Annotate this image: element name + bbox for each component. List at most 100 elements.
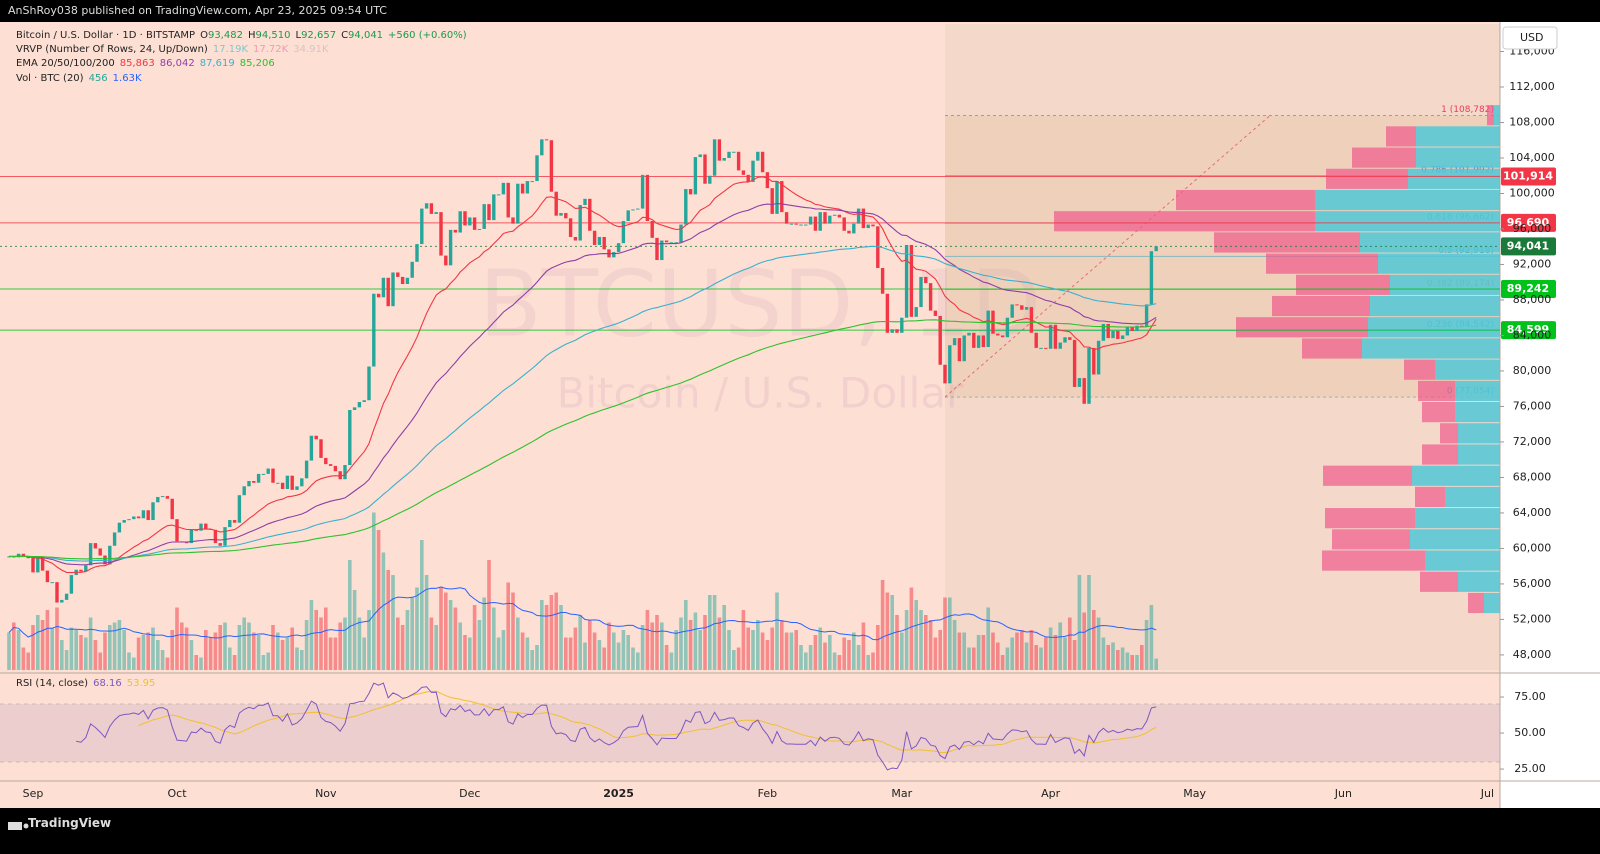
volume-bar — [938, 630, 942, 670]
profile-down — [1422, 444, 1458, 465]
candle-body — [717, 139, 722, 161]
candle-body — [952, 338, 957, 346]
profile-up — [1368, 317, 1500, 338]
candle-body — [799, 224, 803, 226]
volume-bar — [280, 640, 285, 670]
candle-body — [1044, 347, 1048, 349]
volume-bar — [458, 622, 462, 670]
volume-bar — [127, 652, 131, 670]
candle-body — [1101, 323, 1106, 341]
candle-body — [1053, 324, 1058, 349]
volume-bar — [688, 620, 693, 670]
volume-bar — [712, 595, 717, 670]
volume-bar — [890, 595, 894, 670]
volume-bar — [511, 592, 515, 670]
volume-bar — [1140, 645, 1144, 670]
ohlc-key: L — [295, 30, 302, 41]
volume-bar — [348, 560, 352, 670]
volume-bar — [703, 615, 707, 670]
volume-bar — [616, 642, 621, 670]
profile-up — [1458, 423, 1500, 444]
candle-body — [669, 242, 674, 244]
volume-bar — [693, 612, 698, 670]
volume-bar — [976, 635, 981, 670]
volume-bar — [362, 637, 366, 670]
volume-bar — [98, 652, 102, 670]
volume-bar — [1010, 637, 1014, 670]
candle-body — [458, 211, 462, 233]
volume-bar — [136, 637, 141, 670]
price-label-box — [1501, 167, 1556, 186]
profile-down — [1266, 253, 1378, 274]
candle-body — [280, 482, 285, 489]
candle-body — [741, 170, 746, 175]
profile-down — [1296, 274, 1390, 295]
volume-bar — [396, 617, 400, 670]
volume-bar — [7, 632, 11, 670]
candle-body — [938, 315, 942, 365]
candle-body — [194, 529, 198, 531]
volume-bar — [592, 632, 597, 670]
volume-bar — [909, 587, 914, 670]
candle-body — [482, 204, 486, 229]
candle-body — [948, 345, 952, 384]
candle-body — [770, 188, 774, 214]
candle-body — [472, 217, 477, 230]
volume-bar — [228, 647, 232, 670]
profile-up — [1458, 444, 1500, 465]
volume-bar — [487, 560, 491, 670]
axis-bg — [1500, 22, 1600, 808]
volume-bar — [319, 617, 323, 670]
candle-body — [1034, 332, 1038, 348]
y-tick-label: 108,000 — [1509, 115, 1555, 128]
candle-body — [290, 475, 294, 490]
profile-up — [1455, 402, 1500, 423]
volume-bar — [79, 635, 83, 670]
volume-bar — [564, 637, 568, 670]
volume-bar — [933, 637, 938, 670]
x-tick-label: Sep — [23, 787, 44, 800]
candle-body — [420, 208, 424, 245]
candle-body — [84, 565, 88, 572]
volume-bar — [434, 625, 438, 670]
volume-bar — [919, 610, 923, 670]
candle-body — [36, 556, 40, 573]
currency-box — [1502, 26, 1558, 50]
candle-body — [122, 520, 126, 523]
candle-body — [79, 569, 83, 572]
volume-bar — [1020, 630, 1024, 670]
candle-body — [962, 335, 966, 362]
candle-body — [804, 224, 808, 226]
candle-body — [1010, 304, 1014, 318]
vol-last: 456 — [88, 73, 108, 84]
candle-body — [261, 473, 266, 475]
candle-body — [904, 244, 909, 318]
volume-bar — [789, 632, 794, 670]
volume-bar — [842, 637, 846, 670]
volume-bar — [679, 617, 683, 670]
candle-body — [943, 364, 947, 384]
candle-body — [199, 523, 203, 531]
candle-body — [861, 208, 866, 229]
candle-body — [357, 402, 362, 408]
candle-body — [487, 204, 491, 221]
volume-bar — [645, 610, 650, 670]
volume-bar — [309, 600, 314, 670]
ema-line — [9, 319, 1157, 560]
volume-bar — [1144, 620, 1149, 670]
volume-bar — [204, 630, 208, 670]
candle-body — [967, 332, 971, 336]
volume-bar — [794, 630, 798, 670]
candle-body — [698, 154, 702, 158]
volume-bar — [530, 650, 534, 670]
price-label: 101,914 — [1503, 170, 1553, 183]
legend-vol: Vol · BTC (20) 456 1.63K — [16, 73, 147, 84]
volume-bar — [727, 630, 731, 670]
volume-bar — [271, 625, 275, 670]
volume-bar — [420, 540, 424, 670]
candle-body — [26, 556, 30, 559]
volume-bar — [621, 630, 626, 670]
volume-bar — [1053, 635, 1058, 670]
candle-body — [213, 529, 218, 544]
candle-body — [760, 151, 765, 173]
